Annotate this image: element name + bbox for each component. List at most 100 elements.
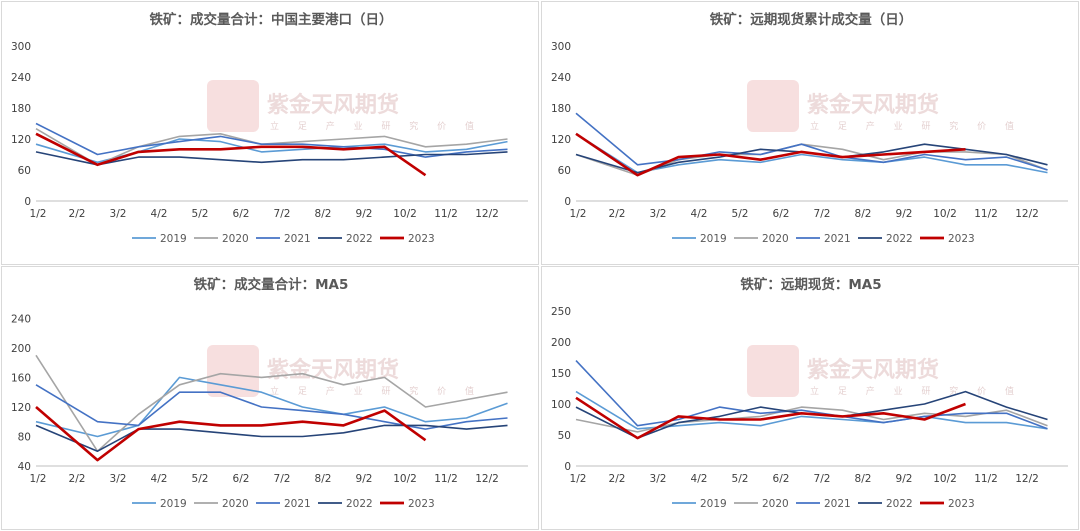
legend-item-2023: 2023 [920, 233, 975, 245]
y-tick-label: 240 [551, 72, 571, 84]
x-tick-label: 5/2 [192, 208, 209, 220]
y-tick-label: 60 [18, 165, 31, 177]
series-line-2021 [35, 384, 508, 430]
x-tick-label: 11/2 [434, 208, 458, 220]
legend-item-2020: 2020 [194, 498, 249, 510]
series-line-2020 [575, 406, 1048, 433]
x-tick-label: 3/2 [110, 208, 127, 220]
y-tick-label: 250 [551, 306, 571, 318]
legend-label: 2021 [824, 498, 851, 510]
chart-title: 铁矿：成交量合计：MA5 [194, 276, 349, 293]
chart-panel-forward-spot-ma5: 铁矿：远期现货：MA5 紫金天风期货立 足 产 业 研 究 价 值 0 50 100 15… [541, 266, 1079, 530]
x-tick-label: 12/2 [1015, 473, 1039, 485]
legend-item-2023: 2023 [380, 233, 435, 245]
x-tick-label: 7/2 [814, 208, 831, 220]
x-tick-label: 12/2 [475, 473, 499, 485]
chart-panel-forward-spot-daily: 铁矿：远期现货累计成交量（日） 紫金天风期货立 足 产 业 研 究 价 值 0 60 1… [541, 1, 1079, 265]
legend-label: 2023 [948, 498, 975, 510]
x-tick-label: 9/2 [896, 208, 913, 220]
x-tick-label: 10/2 [393, 208, 417, 220]
legend-item-2021: 2021 [256, 498, 311, 510]
legend-item-2019: 2019 [132, 233, 187, 245]
legend-item-2019: 2019 [132, 498, 187, 510]
x-tick-label: 7/2 [814, 473, 831, 485]
legend-item-2021: 2021 [796, 233, 851, 245]
series-line-2023 [35, 406, 427, 462]
x-tick-label: 4/2 [151, 208, 168, 220]
chart-panel-port-volume-daily: 铁矿：成交量合计：中国主要港口（日） 紫金天风期货立 足 产 业 研 究 价 值 0… [1, 1, 539, 265]
x-tick-label: 4/2 [151, 473, 168, 485]
legend-label: 2021 [284, 233, 311, 245]
chart-title: 铁矿：远期现货：MA5 [740, 276, 881, 293]
x-tick-label: 1/2 [30, 208, 47, 220]
x-tick-label: 1/2 [30, 473, 47, 485]
legend-item-2023: 2023 [380, 498, 435, 510]
legend-label: 2020 [762, 233, 789, 245]
chart-panel-port-volume-ma5: 铁矿：成交量合计：MA5 紫金天风期货立 足 产 业 研 究 价 值 40 80 120… [1, 266, 539, 530]
x-tick-label: 9/2 [896, 473, 913, 485]
legend-item-2023: 2023 [920, 498, 975, 510]
series-line-2023 [575, 396, 966, 440]
legend-item-2022: 2022 [858, 498, 913, 510]
y-tick-label: 0 [24, 196, 31, 208]
x-tick-label: 9/2 [356, 473, 373, 485]
y-tick-label: 150 [551, 368, 571, 380]
y-tick-label: 180 [551, 103, 571, 115]
legend-label: 2023 [408, 498, 435, 510]
legend-label: 2019 [160, 498, 187, 510]
x-tick-label: 7/2 [274, 208, 291, 220]
watermark-subtext: 立 足 产 业 研 究 价 值 [270, 120, 482, 132]
y-tick-label: 80 [18, 431, 31, 443]
x-tick-label: 4/2 [691, 208, 708, 220]
legend-item-2020: 2020 [194, 233, 249, 245]
x-tick-label: 2/2 [609, 208, 626, 220]
y-tick-label: 0 [564, 196, 571, 208]
x-tick-label: 3/2 [650, 473, 667, 485]
x-tick-label: 8/2 [315, 208, 332, 220]
watermark-text: 紫金天风期货 [807, 92, 939, 118]
legend-label: 2022 [346, 498, 373, 510]
legend-label: 2020 [222, 498, 249, 510]
x-tick-label: 11/2 [974, 473, 998, 485]
legend-label: 2022 [346, 233, 373, 245]
series-line-2023 [35, 132, 427, 177]
y-tick-label: 300 [11, 41, 31, 53]
chart-title: 铁矿：远期现货累计成交量（日） [710, 11, 913, 28]
y-tick-label: 200 [551, 337, 571, 349]
legend-item-2021: 2021 [796, 498, 851, 510]
watermark-subtext: 立 足 产 业 研 究 价 值 [810, 120, 1022, 132]
x-tick-label: 4/2 [691, 473, 708, 485]
legend-label: 2019 [160, 233, 187, 245]
legend-label: 2023 [408, 233, 435, 245]
legend-item-2022: 2022 [318, 498, 373, 510]
x-tick-label: 11/2 [434, 473, 458, 485]
x-tick-label: 6/2 [233, 473, 250, 485]
y-tick-label: 40 [18, 461, 31, 473]
series-line-2022 [35, 424, 508, 452]
x-tick-label: 10/2 [393, 473, 417, 485]
y-tick-label: 100 [551, 399, 571, 411]
x-tick-label: 2/2 [69, 473, 86, 485]
series-line-2022 [35, 151, 508, 166]
y-tick-label: 160 [11, 372, 31, 384]
watermark-text: 紫金天风期货 [267, 92, 399, 118]
series-line-2020 [35, 354, 508, 452]
x-tick-label: 8/2 [315, 473, 332, 485]
y-tick-label: 120 [11, 134, 31, 146]
legend-label: 2021 [824, 233, 851, 245]
x-tick-label: 5/2 [192, 473, 209, 485]
watermark-subtext: 立 足 产 业 研 究 价 值 [270, 385, 482, 397]
y-tick-label: 120 [551, 134, 571, 146]
series-line-2020 [575, 143, 1048, 176]
y-tick-label: 180 [11, 103, 31, 115]
y-tick-label: 120 [11, 402, 31, 414]
x-tick-label: 5/2 [732, 208, 749, 220]
legend-label: 2019 [700, 233, 727, 245]
x-tick-label: 2/2 [69, 208, 86, 220]
y-tick-label: 240 [11, 72, 31, 84]
series-line-2019 [35, 376, 508, 438]
series-line-2019 [35, 138, 508, 164]
series-line-2021 [35, 122, 508, 158]
